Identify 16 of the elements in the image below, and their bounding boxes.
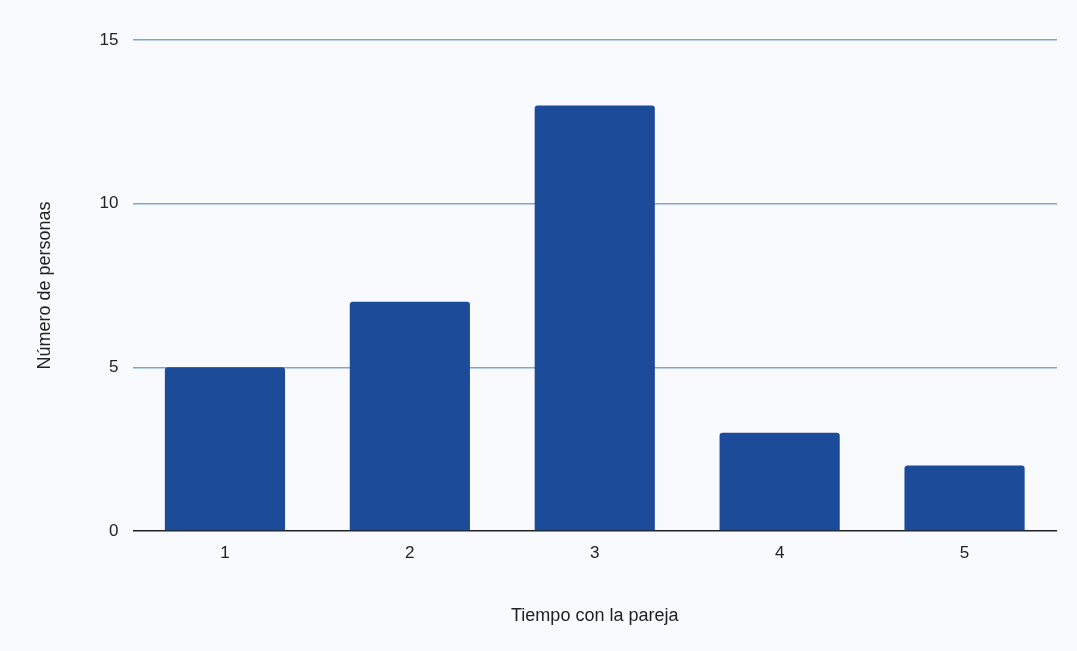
x-tick-label: 5 xyxy=(959,542,970,562)
x-axis-title: Tiempo con la pareja xyxy=(511,605,680,626)
bar xyxy=(534,105,655,531)
y-tick-label: 10 xyxy=(99,193,119,213)
y-tick-label: 0 xyxy=(109,520,119,540)
y-tick-label: 5 xyxy=(109,357,119,377)
y-axis-title: Número de personas xyxy=(33,201,54,370)
bar xyxy=(349,301,470,531)
x-tick-label: 2 xyxy=(405,542,415,562)
x-tick-label: 4 xyxy=(774,542,785,562)
x-tick-label: 3 xyxy=(590,542,600,562)
x-tick-label: 1 xyxy=(220,542,230,562)
bar xyxy=(719,432,840,531)
bar xyxy=(164,367,286,531)
bar xyxy=(904,465,1025,531)
y-tick-label: 15 xyxy=(99,29,119,49)
